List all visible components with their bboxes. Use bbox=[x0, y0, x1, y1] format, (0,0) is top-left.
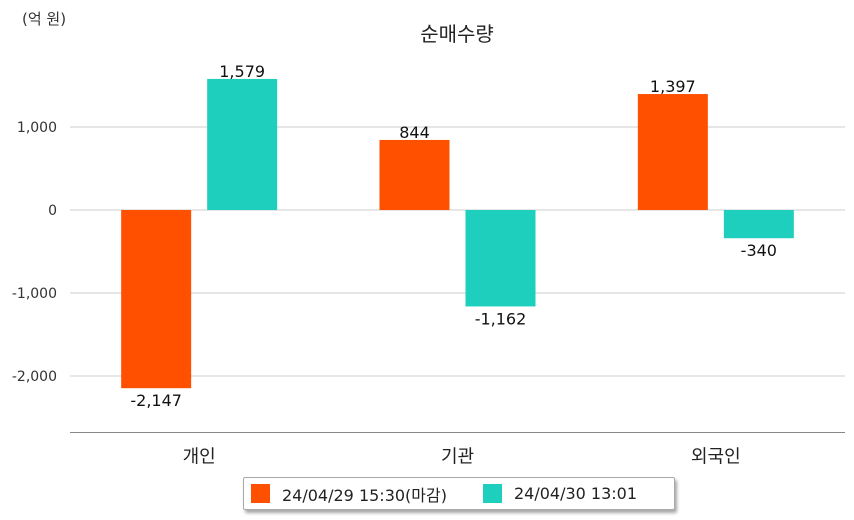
legend: 24/04/29 15:30(마감) 24/04/30 13:01 bbox=[243, 477, 675, 510]
legend-swatch-series1 bbox=[251, 484, 270, 503]
data-label: 1,579 bbox=[219, 62, 265, 81]
bar bbox=[465, 210, 536, 307]
y-tick-label: -2,000 bbox=[12, 369, 57, 385]
data-label: -1,162 bbox=[475, 309, 527, 328]
bar bbox=[637, 94, 708, 210]
data-label: -340 bbox=[741, 241, 777, 260]
data-label: 1,397 bbox=[650, 77, 696, 96]
legend-label-series1: 24/04/29 15:30(마감) bbox=[282, 485, 447, 505]
data-label: -2,147 bbox=[130, 391, 182, 410]
chart-title: 순매수량 bbox=[420, 22, 494, 46]
bar bbox=[379, 139, 450, 210]
y-tick-label: 1,000 bbox=[17, 120, 57, 136]
legend-swatch-series2 bbox=[482, 484, 502, 503]
bar bbox=[207, 78, 278, 211]
bar bbox=[723, 210, 794, 239]
legend-label-series2: 24/04/30 13:01 bbox=[513, 484, 638, 503]
x-tick-label: 기관 bbox=[441, 446, 474, 467]
legend-item-series1[interactable]: 24/04/29 15:30(마감) bbox=[251, 482, 447, 506]
bar bbox=[121, 210, 192, 389]
x-tick-label: 개인 bbox=[183, 446, 216, 467]
x-tick-label: 외국인 bbox=[691, 446, 741, 467]
y-tick-label: 0 bbox=[48, 203, 57, 219]
data-label: 844 bbox=[399, 123, 430, 142]
legend-item-series2[interactable]: 24/04/30 13:01 bbox=[482, 484, 638, 503]
unit-label: (억 원) bbox=[22, 10, 67, 28]
y-tick-label: -1,000 bbox=[12, 286, 57, 302]
